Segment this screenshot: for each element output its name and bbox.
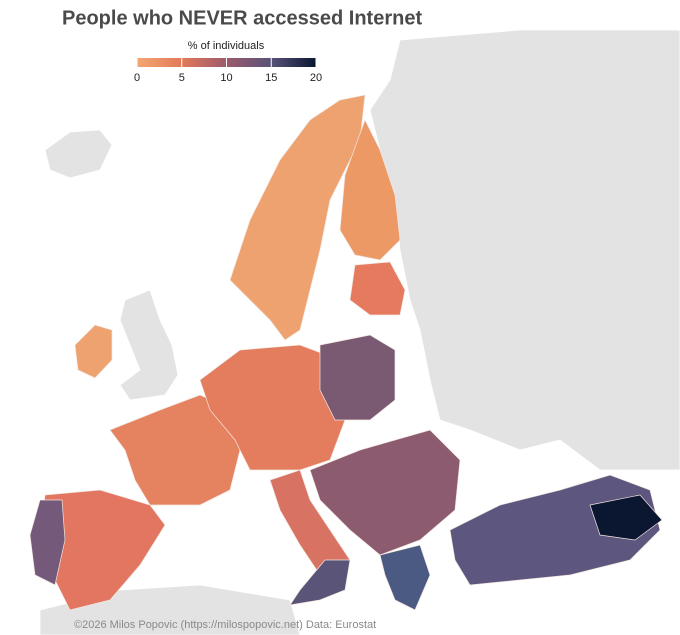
regions (29, 94, 663, 611)
russia-east (369, 29, 680, 471)
baltics (349, 261, 406, 316)
east-turkey (589, 494, 663, 541)
greece (379, 544, 431, 611)
south-italy (289, 559, 351, 606)
legend-tick-label: 20 (310, 72, 322, 84)
portugal (29, 499, 66, 586)
legend-tick-label: 0 (134, 72, 140, 84)
ireland (74, 324, 113, 379)
france (109, 394, 241, 506)
great-britain (119, 289, 179, 401)
finland (339, 119, 401, 261)
legend-ticks: 0 5 10 15 20 (134, 58, 322, 84)
poland (319, 334, 396, 421)
legend-tick-label: 5 (179, 72, 185, 84)
iceland (44, 129, 113, 179)
norway-sweden (229, 94, 366, 341)
central-europe (199, 344, 346, 471)
legend-title: % of individuals (188, 40, 265, 52)
map-title: People who NEVER accessed Internet (62, 7, 422, 29)
legend-tick-label: 10 (220, 72, 232, 84)
caption: ©2026 Milos Popovic (https://milospopovi… (74, 619, 376, 631)
balkans (309, 429, 461, 556)
basemap (39, 29, 680, 635)
legend-tick-label: 15 (265, 72, 277, 84)
